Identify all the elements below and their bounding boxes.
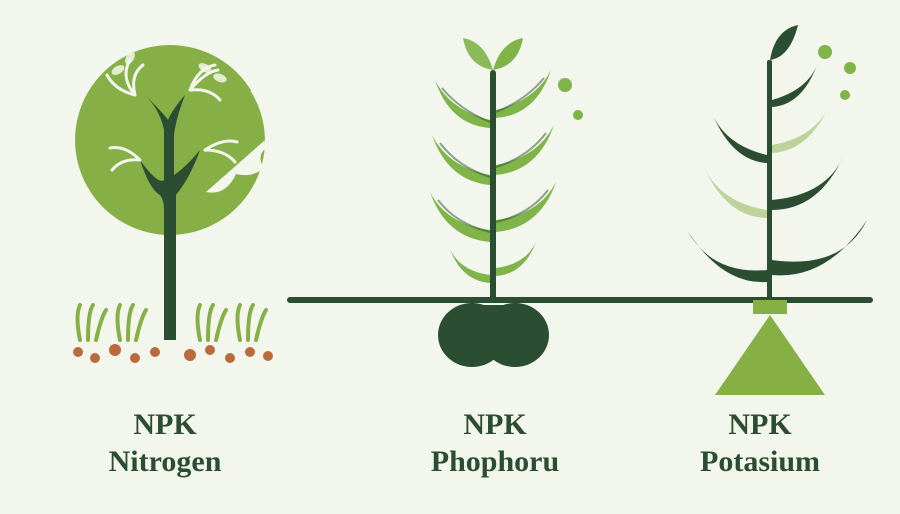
label-nitrogen-bottom: Nitrogen (55, 445, 275, 480)
label-phosphorus: NPK Phophoru (385, 408, 605, 479)
label-potassium: NPK Potasium (650, 408, 870, 479)
label-nitrogen-top: NPK (55, 408, 275, 443)
phosphorus-illustration (360, 0, 620, 400)
label-phosphorus-top: NPK (385, 408, 605, 443)
nitrogen-illustration (40, 0, 300, 400)
potassium-illustration (640, 0, 900, 400)
label-phosphorus-bottom: Phophoru (385, 445, 605, 480)
label-potassium-top: NPK (650, 408, 870, 443)
label-potassium-bottom: Potasium (650, 445, 870, 480)
label-nitrogen: NPK Nitrogen (55, 408, 275, 479)
npk-infographic: NPK Nitrogen NPK Phophoru NPK Potasium (0, 0, 900, 514)
